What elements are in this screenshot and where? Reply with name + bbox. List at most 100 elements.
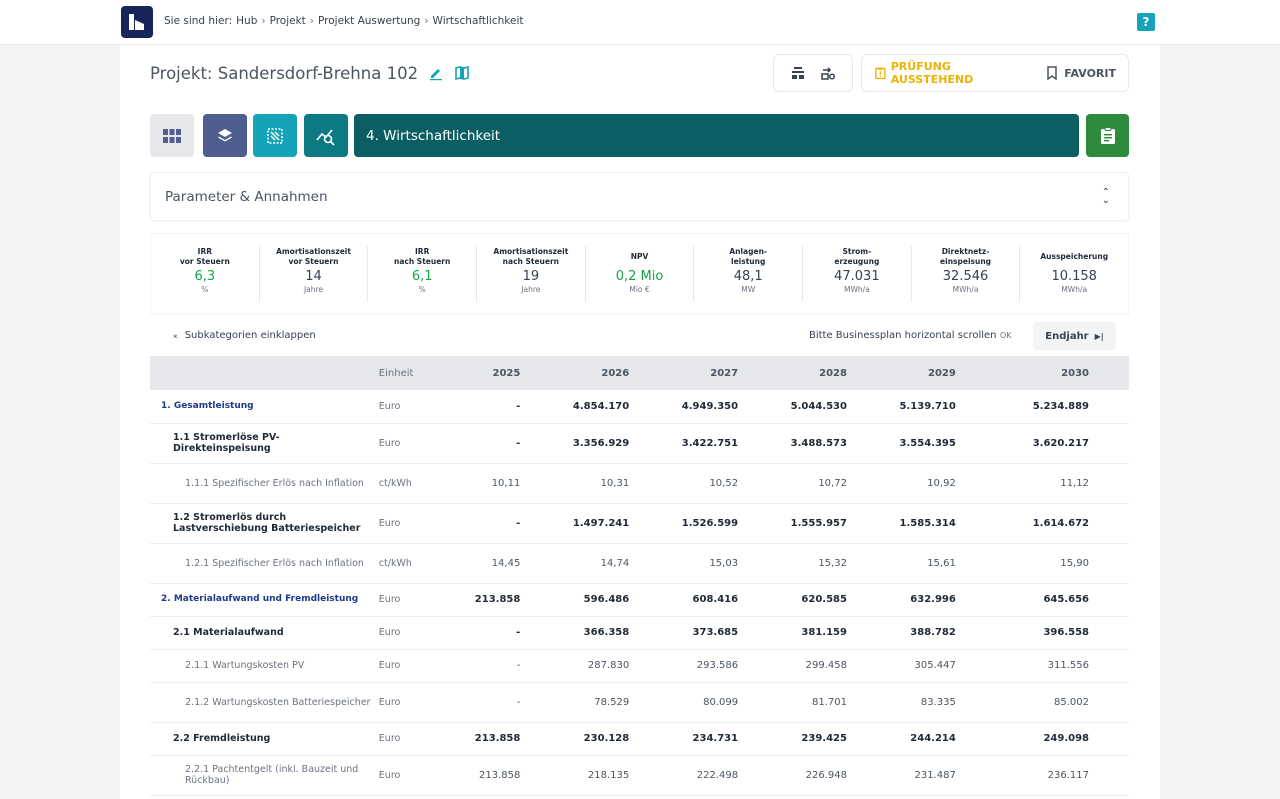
endjahr-button[interactable]: Endjahr ▶︎| [1033,322,1116,350]
row-value: 10,92 [886,463,996,504]
current-step-label: 4. Wirtschaftlichkeit [366,127,501,144]
row-value: 4.949.350 [669,390,779,424]
kpi-label: NPV [630,252,649,261]
row-value: 381.159 [778,616,887,650]
current-step-bar: 4. Wirtschaftlichkeit [354,114,1079,157]
app-logo[interactable] [121,6,153,38]
help-button[interactable]: ? [1137,13,1155,31]
breadcrumb-hub[interactable]: Hub [236,15,258,27]
table-row[interactable]: 2.2.1 Pachtentgelt (inkl. Bauzeit und Rü… [150,755,1129,796]
layers-icon [218,128,232,141]
table-row[interactable]: 1.1.1 Spezifischer Erlös nach Inflation c… [150,463,1129,504]
kpi-label: Anlagen- leistung [729,247,768,266]
row-value: - [451,649,561,683]
logo-icon [129,14,144,30]
row-value: 293.586 [669,649,779,683]
kpi-label: Amortisationszeit vor Steuern [276,247,351,266]
row-name: 1.2 Stromerlös durch Lastverschiebung Ba… [150,503,371,544]
collapse-subcategories-button[interactable]: ⌅ Subkategorien einklappen [172,330,316,341]
row-value: - [451,423,561,464]
row-value: 10,11 [451,463,561,504]
table-row[interactable]: 1.2 Stromerlös durch Lastverschiebung Ba… [150,503,1129,544]
row-value: 388.782 [886,616,996,650]
table-row[interactable]: 2.1.1 Wartungskosten PV Euro -287.830 293.5… [150,649,1129,683]
expand-toggle-icon[interactable]: ⌃ ⌄ [1101,187,1110,206]
row-value: 608.416 [669,582,779,617]
breadcrumb-projekt-auswertung[interactable]: Projekt Auswertung [318,15,421,27]
row-value: 645.656 [995,582,1129,617]
kpi-unit: MWh/a [952,285,979,294]
report-button[interactable] [1086,114,1129,157]
header-year: 2028 [819,367,847,379]
ok-button[interactable]: OK [1000,331,1012,340]
table-row[interactable]: 1.1 Stromerlöse PV-Direkteinspeisung Euro… [150,423,1129,464]
row-unit: Euro [370,722,452,756]
kpi-value: 0,2 Mio [615,269,664,284]
row-value: 5.139.710 [886,390,996,424]
row-value: 299.458 [778,649,887,683]
row-value: - [451,503,561,544]
row-value: 3.356.929 [560,423,670,464]
breadcrumb-projekt[interactable]: Projekt [269,15,306,27]
bookmark-icon [1047,66,1057,80]
row-value: 15,90 [995,543,1129,584]
row-unit: Euro [370,390,452,424]
kpi-value: 48,1 [733,269,763,284]
top-bar: Sie sind hier: Hub › Projekt › Projekt A… [0,0,1280,45]
swap-icon[interactable] [820,65,836,81]
row-value: 230.128 [560,722,670,756]
table-row[interactable]: 2. Materialaufwand und Fremdleistung Euro… [150,582,1129,617]
kpi-value: 32.546 [942,269,989,284]
header-year: 2029 [927,367,956,379]
grid-view-button[interactable] [150,114,194,157]
table-row[interactable]: 1.2.1 Spezifischer Erlös nach Inflation c… [150,543,1129,584]
row-value: 83.335 [886,682,996,723]
row-name: 1.1.1 Spezifischer Erlös nach Inflation [150,463,371,504]
row-value: 1.555.957 [778,503,887,544]
row-value: 244.214 [886,722,996,756]
kpi-unit: MWh/a [1061,285,1088,294]
row-unit: Euro [370,423,452,464]
clipboard-report-icon [1100,126,1115,144]
row-value: 10,31 [560,463,670,504]
layers-step-button[interactable] [203,114,247,157]
row-value: 287.830 [560,649,670,683]
row-unit: ct/kWh [370,543,452,584]
kpi-value: 10.158 [1051,269,1097,284]
table-row[interactable]: 2.2 Fremdleistung Euro 213.858 230.128 234.7… [150,722,1129,756]
row-name: 1.1 Stromerlöse PV-Direkteinspeisung [150,423,371,464]
area-step-button[interactable] [253,114,297,157]
kpi-card: Strom- erzeugung 47.031 MWh/a [803,246,912,302]
row-unit: Euro [370,616,452,650]
edit-icon[interactable] [428,65,444,81]
row-name: 2.2.1 Pachtentgelt (inkl. Bauzeit und Rü… [150,755,371,796]
row-name: 2.1.1 Wartungskosten PV [150,649,371,683]
compare-icon[interactable] [790,65,806,81]
table-row[interactable]: 2.1.2 Wartungskosten Batteriespeicher Eur… [150,682,1129,723]
row-value: 5.234.889 [995,390,1129,424]
kpi-label: IRR nach Steuern [394,247,451,266]
breadcrumb-wirtschaftlichkeit: Wirtschaftlichkeit [432,15,524,27]
parameter-panel-title: Parameter & Annahmen [165,189,328,205]
kpi-unit: MW [741,285,756,294]
business-plan-table: Einheit 2025 2026 2027 2028 2029 2030 1.… [150,356,1129,796]
row-value: 226.948 [778,755,887,796]
breadcrumb-separator: › [261,15,266,27]
row-value: 3.422.751 [669,423,779,464]
row-value: 231.487 [886,755,996,796]
map-icon[interactable] [454,65,470,81]
kpi-unit: Mio € [629,285,650,294]
table-row[interactable]: 1. Gesamtleistung Euro -4.854.170 4.949.350… [150,390,1129,424]
status-group: PRÜFUNG AUSSTEHEND FAVORIT [861,54,1129,92]
row-value: 10,52 [669,463,779,504]
breadcrumb-prefix: Sie sind hier: [164,15,233,27]
row-value: 15,03 [669,543,779,584]
row-value: 14,45 [451,543,561,584]
row-value: 3.620.217 [995,423,1129,464]
analysis-step-button[interactable] [304,114,348,157]
favorit-button[interactable]: FAVORIT [1046,66,1116,80]
row-name: 2.1.2 Wartungskosten Batteriespeicher [150,682,371,723]
parameter-panel[interactable]: Parameter & Annahmen ⌃ ⌄ [150,172,1129,221]
pruefung-status-button[interactable]: PRÜFUNG AUSSTEHEND [874,60,1024,86]
table-row[interactable]: 2.1 Materialaufwand Euro -366.358 373.685 38… [150,616,1129,650]
